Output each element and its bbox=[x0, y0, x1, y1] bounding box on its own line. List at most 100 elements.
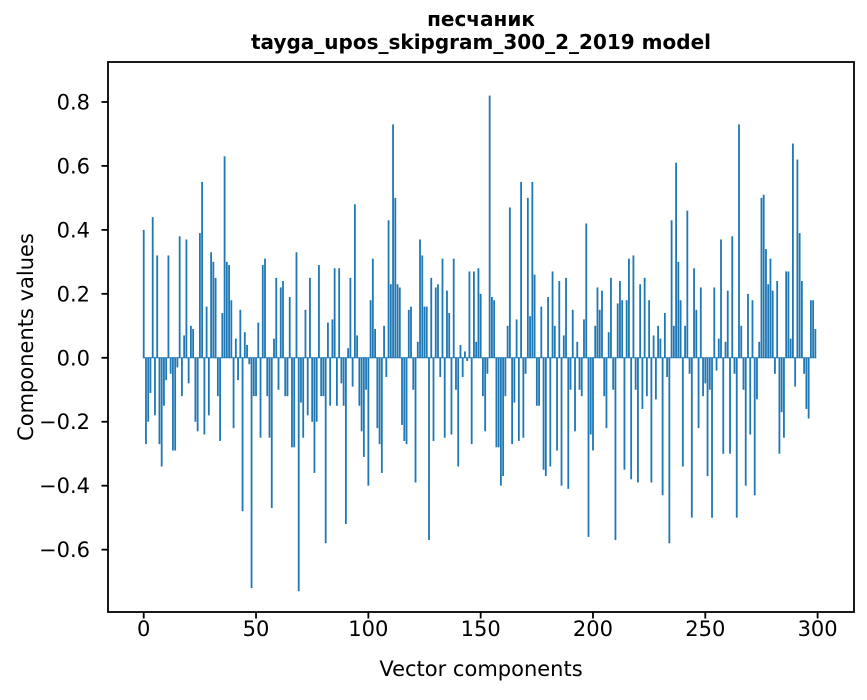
bar bbox=[327, 322, 329, 358]
x-axis-tick-labels: 0 50 100 150 200 250 300 bbox=[137, 617, 838, 641]
bar bbox=[356, 335, 359, 358]
bar bbox=[369, 300, 372, 358]
bar bbox=[221, 313, 224, 358]
bar bbox=[389, 284, 392, 358]
bar bbox=[178, 236, 181, 358]
bar bbox=[286, 357, 289, 397]
y-tick-label: 0.0 bbox=[57, 346, 90, 370]
bar bbox=[257, 322, 260, 358]
bar bbox=[735, 357, 738, 518]
bar bbox=[320, 357, 323, 397]
bar bbox=[535, 357, 538, 406]
bar bbox=[717, 338, 720, 358]
bar bbox=[174, 357, 177, 451]
x-tick-label: 200 bbox=[573, 617, 613, 641]
bar bbox=[515, 319, 518, 358]
bar bbox=[239, 309, 242, 358]
bar bbox=[758, 341, 761, 358]
bar bbox=[661, 357, 664, 496]
bar bbox=[675, 162, 677, 358]
bar bbox=[246, 344, 248, 358]
bar bbox=[311, 357, 314, 422]
bar bbox=[565, 277, 567, 358]
bar bbox=[336, 357, 338, 406]
bar bbox=[387, 220, 390, 358]
bar bbox=[466, 357, 469, 361]
bar bbox=[414, 357, 417, 483]
bar bbox=[367, 357, 370, 486]
bar bbox=[358, 357, 361, 406]
bar bbox=[228, 265, 230, 358]
bar bbox=[702, 357, 704, 397]
bar bbox=[484, 357, 487, 432]
bar bbox=[421, 255, 424, 358]
y-axis-ticks bbox=[101, 101, 108, 551]
bar bbox=[803, 357, 806, 374]
bar bbox=[165, 357, 168, 381]
bar bbox=[614, 357, 617, 541]
bar bbox=[437, 284, 439, 358]
bar bbox=[731, 236, 734, 358]
bar bbox=[430, 277, 433, 358]
bar bbox=[805, 357, 808, 409]
bar bbox=[234, 338, 237, 358]
bar bbox=[196, 357, 199, 432]
bar bbox=[378, 357, 381, 445]
x-tick-label: 0 bbox=[137, 617, 150, 641]
bar bbox=[313, 357, 316, 473]
bar bbox=[531, 181, 534, 358]
bar bbox=[677, 261, 680, 358]
bar bbox=[637, 357, 639, 483]
bar bbox=[648, 300, 651, 358]
bar bbox=[558, 281, 561, 358]
bar bbox=[392, 124, 394, 358]
bar bbox=[282, 281, 284, 358]
bar bbox=[187, 357, 190, 384]
bar bbox=[560, 357, 563, 486]
bar bbox=[396, 284, 399, 358]
bar bbox=[491, 297, 493, 358]
bar bbox=[814, 329, 817, 358]
bar bbox=[167, 255, 170, 358]
bar bbox=[587, 357, 590, 537]
bar bbox=[603, 357, 606, 397]
bar bbox=[225, 261, 228, 358]
bar bbox=[574, 357, 576, 432]
x-tick-label: 300 bbox=[798, 617, 838, 641]
bar bbox=[255, 357, 257, 397]
y-tick-label: −0.4 bbox=[39, 474, 90, 498]
bar bbox=[506, 325, 509, 358]
bar bbox=[459, 344, 462, 358]
bar bbox=[747, 293, 749, 358]
bar bbox=[248, 357, 251, 365]
bar bbox=[293, 357, 296, 448]
bar bbox=[380, 357, 383, 473]
bar bbox=[601, 290, 603, 358]
bar bbox=[495, 357, 498, 448]
bar bbox=[163, 357, 165, 406]
bar bbox=[623, 357, 626, 470]
bar bbox=[450, 357, 453, 435]
bar bbox=[261, 265, 264, 358]
bar bbox=[645, 357, 648, 397]
bar bbox=[652, 335, 655, 358]
bar bbox=[787, 271, 790, 358]
bar bbox=[567, 357, 570, 489]
bar bbox=[176, 357, 179, 368]
bar bbox=[583, 319, 585, 358]
bar bbox=[796, 159, 799, 358]
bar bbox=[756, 357, 758, 400]
bar bbox=[371, 258, 374, 358]
bar bbox=[360, 357, 363, 432]
bar bbox=[340, 357, 343, 384]
bar bbox=[628, 258, 630, 358]
bar bbox=[778, 357, 781, 454]
bar bbox=[715, 357, 718, 371]
bar bbox=[302, 357, 305, 438]
bar bbox=[765, 249, 767, 358]
bar bbox=[473, 271, 475, 358]
bar bbox=[657, 325, 660, 358]
y-tick-label: 0.6 bbox=[57, 154, 90, 178]
y-axis-label: Components values bbox=[14, 233, 38, 441]
